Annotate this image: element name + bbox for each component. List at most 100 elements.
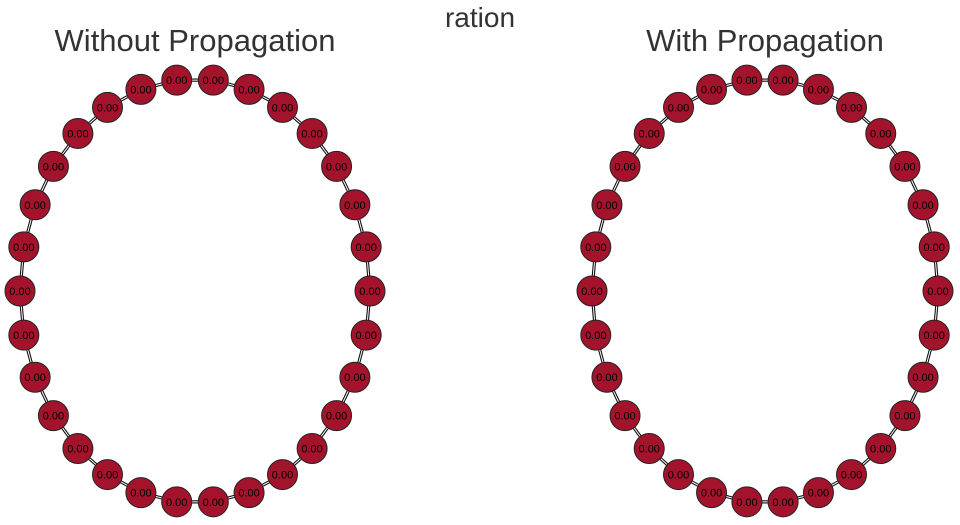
node-circle [321, 400, 353, 432]
node-value-label: 0.00 [43, 411, 64, 423]
node-value-label: 0.00 [614, 161, 635, 173]
graph-node: 0.00 [922, 275, 954, 307]
node-value-label: 0.00 [97, 470, 118, 482]
graph-node: 0.00 [62, 433, 94, 465]
node-circle [865, 433, 897, 465]
node-value-label: 0.00 [238, 488, 259, 500]
node-circle [836, 459, 867, 491]
node-value-label: 0.00 [13, 330, 34, 342]
node-value-label: 0.00 [130, 488, 151, 500]
node-circle [19, 189, 51, 221]
node-circle [19, 361, 51, 393]
node-value-label: 0.00 [808, 84, 829, 96]
node-circle [696, 477, 728, 509]
node-value-label: 0.00 [808, 488, 829, 500]
node-circle [576, 275, 608, 307]
node-value-label: 0.00 [344, 200, 365, 212]
node-value-label: 0.00 [701, 84, 722, 96]
graph-node: 0.00 [591, 361, 623, 393]
node-value-label: 0.00 [301, 444, 322, 456]
graph-node: 0.00 [836, 459, 867, 491]
node-circle [233, 73, 265, 105]
node-value-label: 0.00 [97, 102, 118, 114]
graph-node: 0.00 [663, 91, 694, 123]
node-value-label: 0.00 [772, 497, 793, 509]
graph-node: 0.00 [591, 189, 623, 221]
node-circle [125, 73, 157, 105]
graph-node: 0.00 [609, 150, 641, 182]
node-value-label: 0.00 [614, 411, 635, 423]
node-value-label: 0.00 [912, 372, 933, 384]
graph-node: 0.00 [233, 477, 265, 509]
graph-node: 0.00 [197, 64, 229, 96]
graph-node: 0.00 [633, 117, 665, 149]
node-value-label: 0.00 [668, 102, 689, 114]
graph-node: 0.00 [836, 91, 867, 123]
graph-node: 0.00 [339, 361, 371, 393]
node-value-label: 0.00 [301, 128, 322, 140]
figure-suptitle: ration [444, 2, 516, 33]
graph-node: 0.00 [267, 459, 298, 491]
graph-node: 0.00 [889, 150, 921, 182]
node-circle [350, 319, 382, 351]
graph-node: 0.00 [802, 477, 834, 509]
node-circle [267, 459, 298, 491]
graph-node: 0.00 [321, 400, 353, 432]
node-value-label: 0.00 [355, 242, 376, 254]
graph-node: 0.00 [696, 477, 728, 509]
graph-node: 0.00 [907, 189, 939, 221]
node-circle [907, 189, 939, 221]
node-value-label: 0.00 [13, 242, 34, 254]
graph-node: 0.00 [19, 361, 51, 393]
node-value-label: 0.00 [67, 444, 88, 456]
graph-node: 0.00 [321, 150, 353, 182]
node-circle [591, 361, 623, 393]
graph-node: 0.00 [865, 117, 897, 149]
graph-node: 0.00 [918, 319, 950, 351]
node-value-label: 0.00 [24, 372, 45, 384]
graph-node: 0.00 [339, 189, 371, 221]
panel-with-propagation: With Propagation 0.000.000.000.000.000.0… [576, 23, 954, 518]
graph-node: 0.00 [37, 400, 69, 432]
node-circle [197, 486, 229, 518]
node-circle [609, 150, 641, 182]
node-value-label: 0.00 [67, 128, 88, 140]
node-circle [233, 477, 265, 509]
node-circle [663, 459, 694, 491]
node-value-label: 0.00 [736, 497, 757, 509]
graph-node: 0.00 [161, 64, 193, 96]
nodes-group: 0.00 0.00 0.00 0.00 0.00 0.00 0.00 0.00 0.00 0.00… [576, 64, 954, 518]
graph-node: 0.00 [580, 319, 612, 351]
node-circle [125, 477, 157, 509]
graph-node: 0.00 [918, 231, 950, 263]
node-value-label: 0.00 [130, 84, 151, 96]
graph-node: 0.00 [161, 486, 193, 518]
node-circle [37, 400, 69, 432]
node-value-label: 0.00 [272, 470, 293, 482]
node-circle [339, 189, 371, 221]
node-circle [350, 231, 382, 263]
node-circle [92, 459, 123, 491]
node-circle [767, 64, 799, 96]
graph-node: 0.00 [731, 486, 763, 518]
graph-node: 0.00 [125, 477, 157, 509]
node-circle [802, 477, 834, 509]
node-circle [296, 117, 328, 149]
node-circle [37, 150, 69, 182]
node-value-label: 0.00 [639, 444, 660, 456]
graph-node: 0.00 [731, 64, 763, 96]
node-value-label: 0.00 [924, 242, 945, 254]
node-value-label: 0.00 [639, 128, 660, 140]
node-circle [296, 433, 328, 465]
node-circle [918, 231, 950, 263]
node-value-label: 0.00 [736, 75, 757, 87]
node-circle [161, 64, 193, 96]
graph-node: 0.00 [125, 73, 157, 105]
node-value-label: 0.00 [326, 161, 347, 173]
node-circle [918, 319, 950, 351]
graph-node: 0.00 [92, 459, 123, 491]
panel-title-without-propagation: Without Propagation [55, 23, 336, 58]
graph-node: 0.00 [633, 433, 665, 465]
node-value-label: 0.00 [203, 75, 224, 87]
